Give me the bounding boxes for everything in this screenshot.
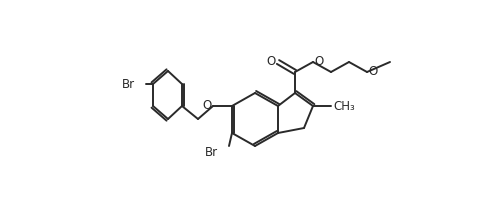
Text: Br: Br bbox=[122, 78, 135, 90]
Text: CH₃: CH₃ bbox=[333, 99, 355, 112]
Text: O: O bbox=[267, 54, 276, 67]
Text: O: O bbox=[368, 65, 377, 78]
Text: O: O bbox=[314, 54, 323, 67]
Text: O: O bbox=[203, 99, 212, 112]
Text: Br: Br bbox=[205, 146, 218, 159]
